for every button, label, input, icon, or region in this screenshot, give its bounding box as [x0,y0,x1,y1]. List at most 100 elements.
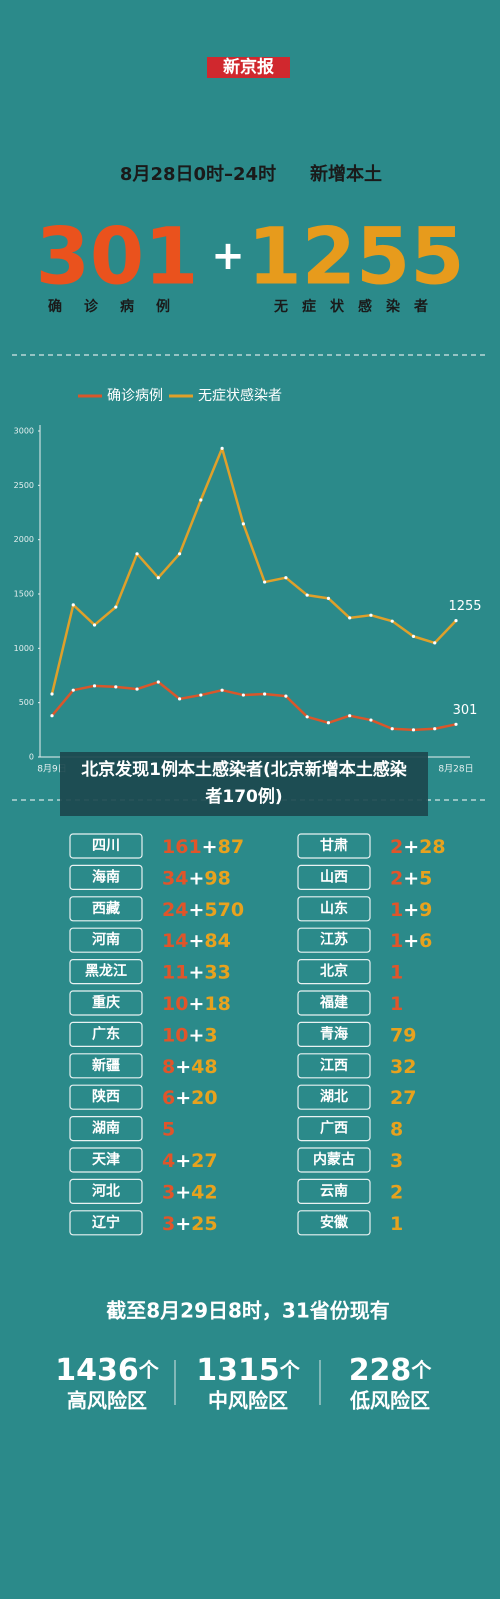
province-name: 北京 [320,963,348,980]
logo: 新京报 [223,57,274,78]
point [135,687,139,691]
asymptomatic-count: 6 [419,930,432,952]
asymptomatic-count: 25 [191,1212,217,1234]
province-name: 山东 [320,900,348,917]
province-name: 黑龙江 [85,963,127,980]
point [135,552,139,556]
province-counts: 27 [390,1087,416,1109]
confirmed-count: 1 [390,930,403,952]
point [305,593,309,597]
point [50,714,54,718]
confirmed-number: 301 [36,212,199,302]
province-box [297,833,371,859]
province-name: 重庆 [92,994,120,1011]
asymptomatic-count: 570 [204,898,244,920]
point [220,688,224,692]
confirmed-count: 1 [390,898,403,920]
asymptomatic-number: 1255 [247,212,464,302]
y-tick-label: 3000 [14,427,34,436]
point [220,446,224,450]
province-box [297,1021,371,1048]
confirmed-count: 24 [162,898,188,920]
asymptomatic-count: 87 [218,836,244,858]
province-name: 湖北 [320,1089,348,1105]
province-counts: 34+98 [162,867,231,889]
point [369,613,373,617]
stat-unit: 个 [410,1358,432,1382]
province-name: 河南 [92,931,120,948]
province-box [69,1210,143,1236]
stat-unit: 个 [138,1358,160,1382]
province-counts: 32 [390,1055,416,1077]
province-counts: 3+42 [162,1181,218,1203]
asymptomatic-count: 3 [390,1150,403,1172]
province-counts: 14+84 [162,930,231,952]
end-label: 1255 [448,599,481,614]
stat-label: 低风险区 [349,1389,430,1413]
confirmed-count: 34 [162,867,188,889]
province-box [69,1084,143,1110]
province-box [297,1115,371,1142]
plus: + [175,1055,191,1077]
point [71,688,75,692]
province-counts: 24+570 [162,898,244,920]
footer-title: 截至8月29日8时，31省份现有 [106,1299,390,1323]
asymptomatic-count: 98 [204,867,230,889]
asymptomatic-count: 9 [419,898,432,920]
province-box [69,864,143,891]
stat-count: 1436个 [55,1353,160,1388]
province-counts: 8 [390,1118,403,1140]
province-name: 福建 [319,994,348,1011]
x-tick-label: 8月28日 [438,764,473,775]
province-counts: 1 [390,1212,403,1234]
headline-time: 8月28日0时–24时 [120,164,276,185]
province-box [297,990,371,1016]
point [433,727,437,731]
point [411,728,416,732]
province-counts: 1+9 [390,898,432,920]
province-name: 江西 [320,1057,348,1074]
stat-unit: 个 [279,1358,301,1382]
asymptomatic-count: 28 [419,836,445,858]
province-counts: 6+20 [162,1087,218,1109]
stat-count: 228个 [349,1353,433,1388]
point [263,580,267,584]
province-box [69,990,143,1016]
point [241,522,245,526]
province-counts: 10+18 [162,993,231,1015]
asymptomatic-count: 18 [204,993,230,1015]
province-counts: 5 [162,1118,175,1140]
line [51,680,457,732]
point [390,727,394,731]
asymptomatic-count: 79 [390,1024,416,1046]
stat-number: 1436 [55,1353,139,1388]
asymptomatic-count: 1 [390,1212,403,1234]
plus: + [403,930,419,952]
province-name: 辽宁 [92,1214,120,1231]
province-name: 海南 [92,868,120,885]
point [305,715,309,719]
province-box [297,864,371,891]
x-tick-label: 8月9日 [37,764,66,775]
province-name: 广东 [92,1025,120,1042]
asymptomatic-count: 5 [419,867,432,889]
asymptomatic-count: 84 [204,930,230,952]
plus: + [188,961,204,983]
plus: + [403,898,419,920]
stat-label: 中风险区 [208,1389,288,1413]
province-counts: 4+27 [162,1150,218,1172]
point [92,623,97,627]
confirmed-count: 2 [390,867,403,889]
province-counts: 2+5 [390,867,432,889]
plus: + [211,233,245,279]
legend-label: 确诊病例 [107,388,163,404]
province-box [69,958,143,985]
province-box [297,1178,371,1205]
asymptomatic-label: 无症状感染者 [273,298,442,315]
asymptomatic-count: 2 [390,1181,403,1203]
plus: + [188,867,204,889]
plus: + [188,898,204,920]
y-tick-label: 1000 [14,644,34,653]
province-box [297,927,371,953]
